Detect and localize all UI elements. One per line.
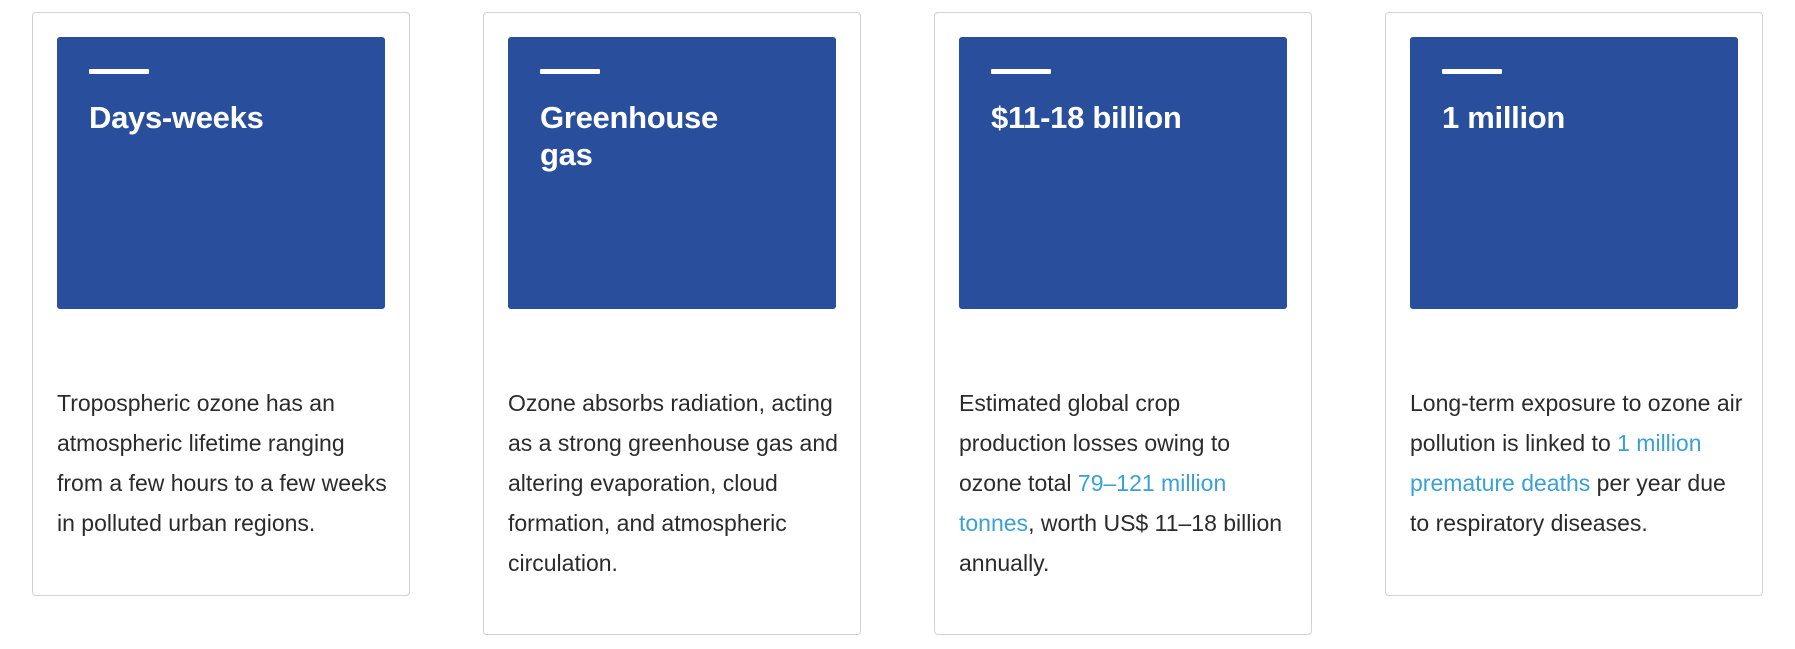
- stat-panel: Greenhouse gas: [508, 37, 836, 309]
- stat-description: Long-term exposure to ozone air pollutio…: [1410, 383, 1744, 543]
- accent-bar: [1442, 69, 1502, 74]
- stat-headline: Greenhouse gas: [540, 100, 718, 172]
- stat-card-crop-losses: $11-18 billion Estimated global crop pro…: [934, 12, 1312, 635]
- description-text: Estimated global crop production losses …: [959, 390, 1231, 496]
- stat-description: Ozone absorbs radiation, acting as a str…: [508, 390, 838, 576]
- crop-losses-link[interactable]: 79–121 million tonnes: [959, 470, 1227, 536]
- accent-bar: [89, 69, 149, 74]
- stat-headline: Days-weeks: [89, 100, 264, 135]
- stat-headline: 1 million: [1442, 100, 1566, 135]
- stat-card-greenhouse: Greenhouse gas Ozone absorbs radiation, …: [483, 12, 861, 635]
- stat-description: Tropospheric ozone has an atmospheric li…: [57, 390, 387, 536]
- description-text: , worth US$ 11–18 billion annually.: [959, 510, 1283, 576]
- stat-description: Estimated global crop production losses …: [959, 383, 1293, 583]
- stat-headline: $11-18 billion: [991, 100, 1182, 135]
- stat-panel: $11-18 billion: [959, 37, 1287, 309]
- stat-panel: Days-weeks: [57, 37, 385, 309]
- description-text: Long-term exposure to ozone air pollutio…: [1410, 390, 1743, 456]
- stat-card-lifetime: Days-weeks Tropospheric ozone has an atm…: [32, 12, 410, 596]
- stat-panel: 1 million: [1410, 37, 1738, 309]
- stat-card-premature-deaths: 1 million Long-term exposure to ozone ai…: [1385, 12, 1763, 596]
- accent-bar: [991, 69, 1051, 74]
- description-text: per year due to respiratory diseases.: [1410, 470, 1726, 536]
- premature-deaths-link[interactable]: 1 million premature deaths: [1410, 430, 1702, 496]
- accent-bar: [540, 69, 600, 74]
